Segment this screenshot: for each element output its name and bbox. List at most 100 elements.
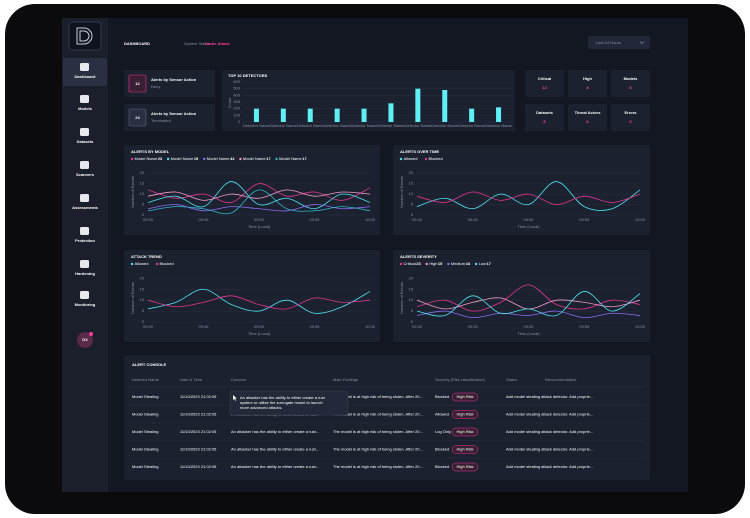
- x-tick-label: 09:40: [412, 217, 423, 222]
- severity: High Risk: [456, 464, 473, 469]
- column-header: Severity (Risk classification): [435, 377, 485, 382]
- series-line: [147, 189, 371, 201]
- column-header: Concern: [231, 377, 246, 382]
- stat-tile: [525, 70, 564, 97]
- nav-label[interactable]: Monitoring: [75, 302, 96, 307]
- cell: Add model stealing attack detector. Add …: [506, 447, 593, 452]
- nav-icon[interactable]: [80, 291, 89, 299]
- nav-icon[interactable]: [80, 260, 89, 268]
- nav-label[interactable]: Dashboard: [75, 74, 96, 79]
- legend-count: 15: [438, 261, 443, 266]
- series-line: [147, 181, 371, 210]
- x-tick-label: Detector Name: [458, 123, 486, 128]
- y-axis-label: Number of Events: [399, 282, 404, 314]
- legend-count: 17: [486, 261, 491, 266]
- y-tick-label: 300: [233, 99, 240, 104]
- nav-label[interactable]: Datasets: [77, 139, 94, 144]
- series-line: [416, 284, 641, 312]
- range-label: Last 24 Hours: [596, 40, 621, 45]
- nav-icon[interactable]: [80, 63, 89, 71]
- cell: 11/10/2023 21:02:05: [180, 464, 217, 469]
- legend-label: Model Name: [207, 156, 230, 161]
- y-tick-label: 15: [409, 181, 414, 186]
- legend-swatch: [166, 157, 170, 161]
- legend-swatch: [447, 262, 450, 266]
- severity: High Risk: [456, 394, 473, 399]
- legend-label: Blocked: [429, 156, 443, 161]
- avatar[interactable]: [77, 332, 93, 348]
- legend-label: Low: [479, 261, 486, 266]
- nav-label[interactable]: Scanners: [76, 172, 95, 177]
- x-tick-label: Detector Name: [431, 123, 459, 128]
- column-header: Detector Name: [132, 377, 160, 382]
- column-header: Recommendation: [545, 377, 576, 382]
- legend-count: 17: [302, 156, 307, 161]
- avatar-badge: [89, 332, 93, 336]
- cell: 11/10/2023 21:02:05: [180, 412, 217, 417]
- y-tick-label: 10: [409, 297, 414, 302]
- legend-count: 23: [416, 261, 421, 266]
- panel: [124, 145, 380, 235]
- nav-label[interactable]: Models: [78, 106, 93, 111]
- alert-card: [124, 70, 215, 97]
- y-axis-label: Number of Events: [399, 176, 404, 208]
- x-tick-label: Detector Name: [404, 123, 432, 128]
- legend-swatch: [474, 262, 478, 266]
- legend-count: 17: [266, 156, 271, 161]
- cell: Add model stealing attack detector. Add …: [506, 464, 593, 469]
- nav-label[interactable]: Protection: [75, 238, 95, 243]
- y-axis-label: Number of Events: [130, 176, 135, 208]
- y-tick-label: 20: [409, 275, 414, 280]
- alert-card-title: Alerts by Sensor Action: [151, 77, 197, 82]
- legend-swatch: [424, 157, 428, 161]
- nav-icon[interactable]: [80, 95, 89, 103]
- stat-value: 8: [586, 85, 589, 90]
- legend-label: High: [429, 261, 437, 266]
- cell: The model is at high risk of being stole…: [333, 429, 423, 434]
- y-tick-label: 5: [142, 308, 145, 313]
- legend-label: Blocked: [160, 261, 174, 266]
- stat-label: High: [583, 76, 592, 81]
- alert-card-subtitle: Terminated: [151, 118, 171, 123]
- nav-icon[interactable]: [80, 128, 89, 136]
- alert-count-box: [128, 74, 147, 93]
- x-axis-label: Time (Local): [248, 224, 271, 229]
- x-tick-label: 09:50: [254, 324, 265, 329]
- x-tick-label: Detector Name: [351, 123, 379, 128]
- series-line: [416, 291, 641, 317]
- legend-swatch: [130, 157, 134, 161]
- legend-swatch: [399, 157, 403, 161]
- stat-value: 8: [629, 85, 632, 90]
- stat-label: Threat Actors: [575, 110, 602, 115]
- y-tick-label: 15: [409, 286, 414, 291]
- y-tick-label: 100: [233, 112, 240, 117]
- panel: [393, 145, 650, 235]
- nav-label[interactable]: Assessments: [72, 205, 99, 210]
- stat-label: Models: [624, 76, 639, 81]
- range-select[interactable]: [588, 36, 650, 49]
- nav-icon[interactable]: [80, 227, 89, 235]
- tooltip-text: An attacker has the ability to either cr…: [240, 395, 326, 400]
- severity-pill: [451, 445, 479, 454]
- legend-label: Model Name: [171, 156, 194, 161]
- nav-icon[interactable]: [80, 161, 89, 169]
- cell: 11/10/2023 21:02:05: [180, 447, 217, 452]
- nav-active: [63, 58, 107, 86]
- nav-icon[interactable]: [80, 194, 89, 202]
- y-tick-label: 0: [411, 319, 414, 324]
- alert-count: 24: [135, 115, 140, 120]
- tooltip-text: more advanced attacks.: [240, 405, 282, 410]
- y-tick-label: 400: [233, 92, 240, 97]
- stat-tile: [525, 104, 564, 131]
- y-tick-label: 20: [409, 170, 414, 175]
- stat-tile: [611, 70, 650, 97]
- x-tick-label: 09:40: [412, 324, 423, 329]
- legend-count: 44: [230, 156, 235, 161]
- y-tick-label: 0: [411, 212, 414, 217]
- legend-label: Critical: [404, 261, 416, 266]
- y-tick-label: 5: [411, 308, 414, 313]
- legend-label: Model Name: [135, 156, 158, 161]
- series-line: [147, 295, 371, 310]
- cell: Blocked: [435, 394, 449, 399]
- nav-label[interactable]: Hardening: [75, 271, 95, 276]
